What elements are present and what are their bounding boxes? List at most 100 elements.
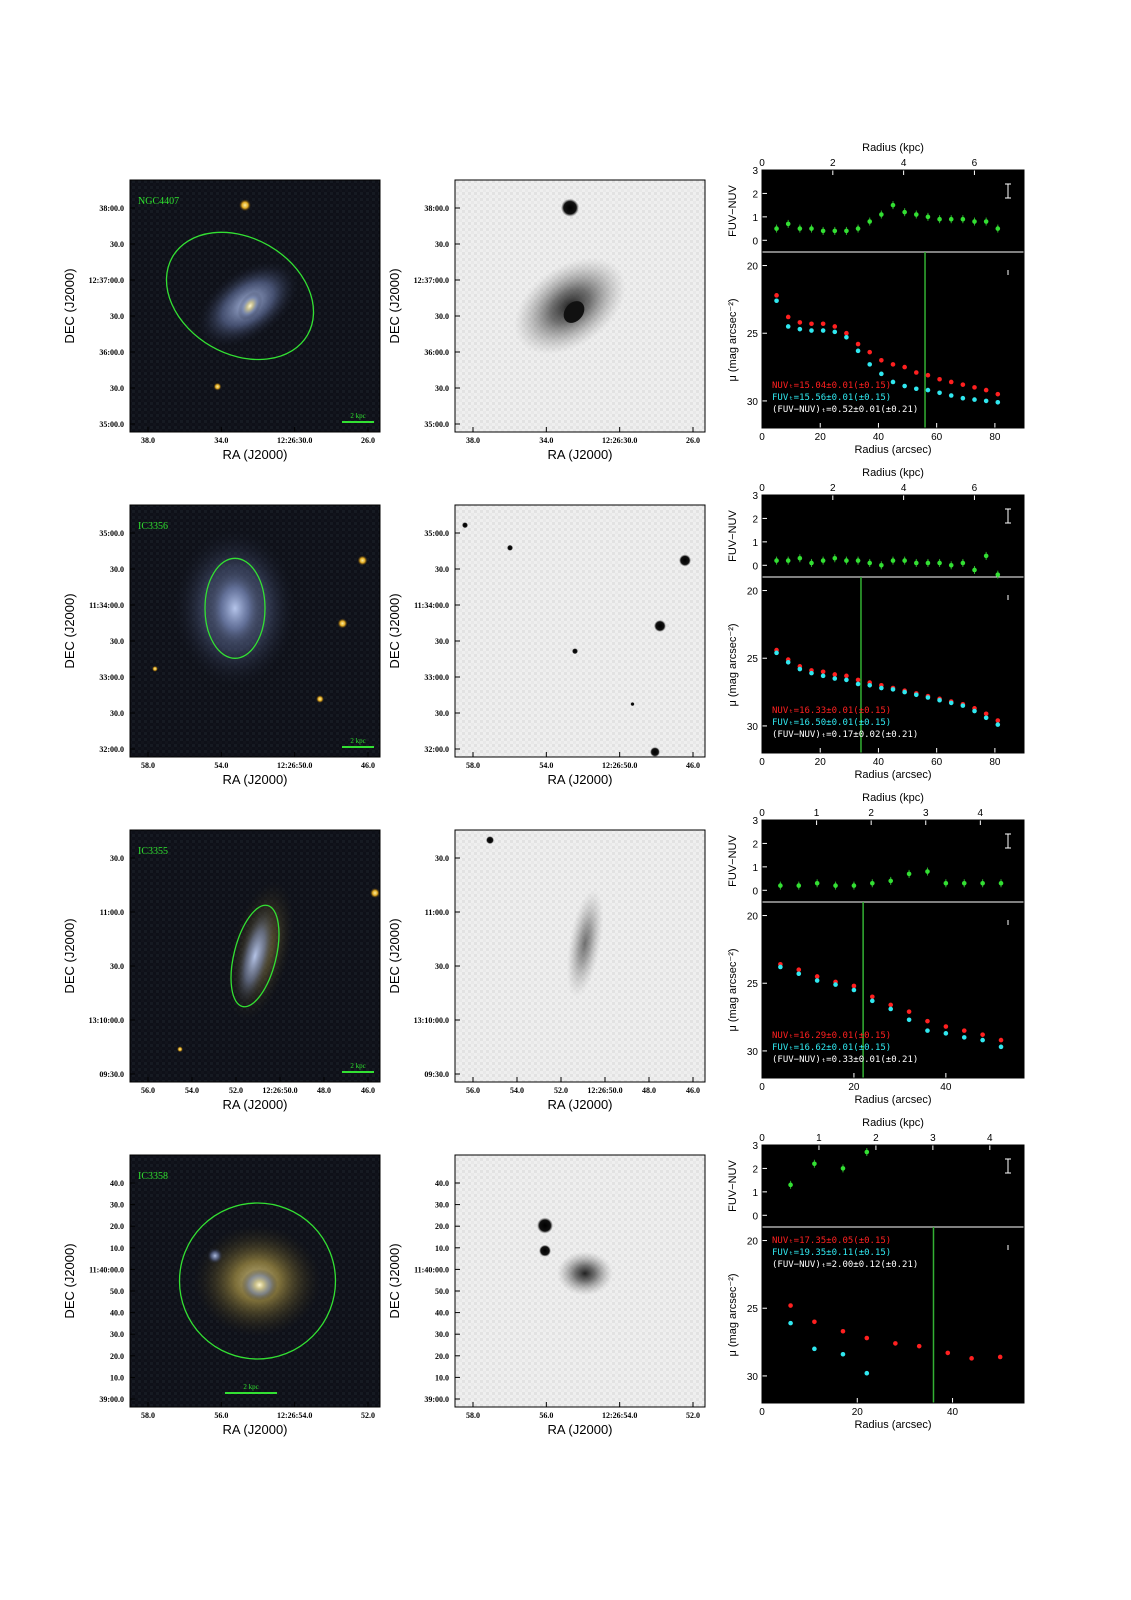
color-tick-label: 2 xyxy=(752,839,758,850)
color-point xyxy=(995,572,1001,577)
nuv-point xyxy=(983,387,989,393)
arcsec-tick-label: 40 xyxy=(873,757,885,768)
color-image-frame xyxy=(129,179,381,433)
mu-tick-label: 20 xyxy=(747,262,759,273)
nuv-point xyxy=(925,372,931,378)
color-point xyxy=(890,202,896,208)
color-point xyxy=(844,228,849,234)
ra-tick-label: 54.0 xyxy=(539,761,553,770)
figure-row-3: IC3358 2 kpc 40.0 30.0 20.0 10.0 11:40:00.0 50.… xyxy=(62,1117,1025,1437)
nuv-point xyxy=(855,341,861,347)
color-image-axes: 40.0 30.0 20.0 10.0 11:40:00.0 50.0 40.0 30.0 20… xyxy=(62,1179,375,1437)
dec-tick-label: 30.0 xyxy=(110,240,124,249)
ra-tick-label: 12:26:54.0 xyxy=(277,1411,312,1420)
fuv-point xyxy=(902,689,907,695)
nuv-point xyxy=(832,672,838,677)
legend-entry: FUVₜ=16.62±0.01(±0.15) xyxy=(772,1043,891,1053)
kpc-axis-label: Radius (kpc) xyxy=(862,792,924,804)
star xyxy=(650,746,660,757)
kpc-tick-label: 3 xyxy=(923,808,929,819)
dec-tick-label: 30.0 xyxy=(110,1201,124,1210)
ra-tick-label: 56.0 xyxy=(214,1411,228,1420)
fuv-point xyxy=(972,397,977,402)
kpc-tick-label: 4 xyxy=(987,1133,993,1144)
dec-tick-label: 11:00.0 xyxy=(425,908,449,917)
star xyxy=(239,199,251,212)
ra-tick-label: 46.0 xyxy=(686,1086,700,1095)
galaxy-disk xyxy=(235,905,275,1007)
nuv-point xyxy=(844,330,849,336)
color-tick-label: 1 xyxy=(752,1188,758,1199)
kpc-axis-label: Radius (kpc) xyxy=(862,467,924,479)
nuv-point xyxy=(902,364,907,370)
nuv-point xyxy=(809,321,814,327)
star xyxy=(486,836,494,845)
fuv-point xyxy=(867,683,873,688)
nuv-point xyxy=(995,391,1001,397)
star xyxy=(152,665,158,672)
legend-entry: NUVₜ=16.33±0.01(±0.15) xyxy=(772,706,891,716)
fuv-point xyxy=(890,687,896,692)
kpc-tick-label: 1 xyxy=(816,1133,822,1144)
dec-tick-label: 33:00.0 xyxy=(424,673,449,682)
kpc-tick-label: 2 xyxy=(873,1133,879,1144)
color-point xyxy=(820,558,826,563)
nuv-point xyxy=(774,293,779,298)
color-axis-label: FUV−NUV xyxy=(727,835,739,887)
fuv-point xyxy=(796,971,802,977)
nuv-point xyxy=(855,677,861,683)
ra-tick-label: 58.0 xyxy=(466,1411,480,1420)
color-image-frame xyxy=(129,504,381,758)
gray-image-panel xyxy=(454,829,706,1083)
ra-tick-label: 54.0 xyxy=(185,1086,199,1095)
legend-entry: FUVₜ=16.50±0.01(±0.15) xyxy=(772,718,891,728)
color-point xyxy=(925,560,931,566)
ra-tick-label: 34.0 xyxy=(539,436,553,445)
ra-tick-label: 54.0 xyxy=(510,1086,524,1095)
nuv-point xyxy=(998,1037,1004,1043)
dec-tick-label: 10.0 xyxy=(435,1373,449,1382)
fuv-point xyxy=(961,1035,967,1040)
dec-axis-label: DEC (J2000) xyxy=(62,1243,77,1318)
fuv-point xyxy=(855,681,861,687)
gray-image-axes: 40.0 30.0 20.0 10.0 11:40:00.0 50.0 40.0 30.0 20… xyxy=(387,1179,700,1437)
nuv-point xyxy=(945,1350,951,1356)
arcsec-tick-label: 40 xyxy=(940,1082,952,1093)
nuv-point xyxy=(888,1002,894,1008)
ra-tick-label: 12:26:30.0 xyxy=(277,436,312,445)
fuv-point xyxy=(998,1044,1004,1050)
nuv-point xyxy=(785,314,791,320)
ra-tick-label: 34.0 xyxy=(214,436,228,445)
ra-tick-label: 46.0 xyxy=(361,1086,375,1095)
fuv-point xyxy=(855,348,861,354)
fuv-point xyxy=(983,715,989,721)
color-point xyxy=(832,228,838,234)
chart-background xyxy=(762,495,1024,753)
fuv-point xyxy=(948,700,954,706)
mu-tick-label: 30 xyxy=(747,397,759,408)
nuv-point xyxy=(832,324,838,329)
gray-image-axes: 38:00.0 30.0 12:37:00.0 30.0 36:00.0 30.0 35:0… xyxy=(387,204,700,462)
fuv-point xyxy=(840,1351,846,1357)
ra-tick-label: 52.0 xyxy=(686,1411,700,1420)
dec-axis-label: DEC (J2000) xyxy=(62,593,77,668)
ra-axis-label: RA (J2000) xyxy=(222,1422,287,1437)
fuv-point xyxy=(820,673,826,679)
dec-tick-label: 12:37:00.0 xyxy=(89,276,124,285)
legend-entry: (FUV−NUV)ₜ=0.52±0.01(±0.21) xyxy=(772,405,918,415)
color-point xyxy=(960,560,966,566)
color-point xyxy=(812,1161,817,1167)
color-tick-label: 0 xyxy=(752,1211,758,1222)
fuv-point xyxy=(960,395,966,401)
color-tick-label: 3 xyxy=(752,166,758,177)
fuv-point xyxy=(913,386,919,392)
mu-tick-label: 30 xyxy=(747,1047,759,1058)
color-point xyxy=(809,226,814,231)
color-point xyxy=(814,880,820,886)
color-image-panel: IC3356 2 kpc xyxy=(129,504,381,758)
color-point xyxy=(925,214,931,220)
color-tick-label: 3 xyxy=(752,816,758,827)
ra-tick-label: 48.0 xyxy=(642,1086,656,1095)
fuv-point xyxy=(890,379,896,385)
fuv-point xyxy=(778,964,783,970)
